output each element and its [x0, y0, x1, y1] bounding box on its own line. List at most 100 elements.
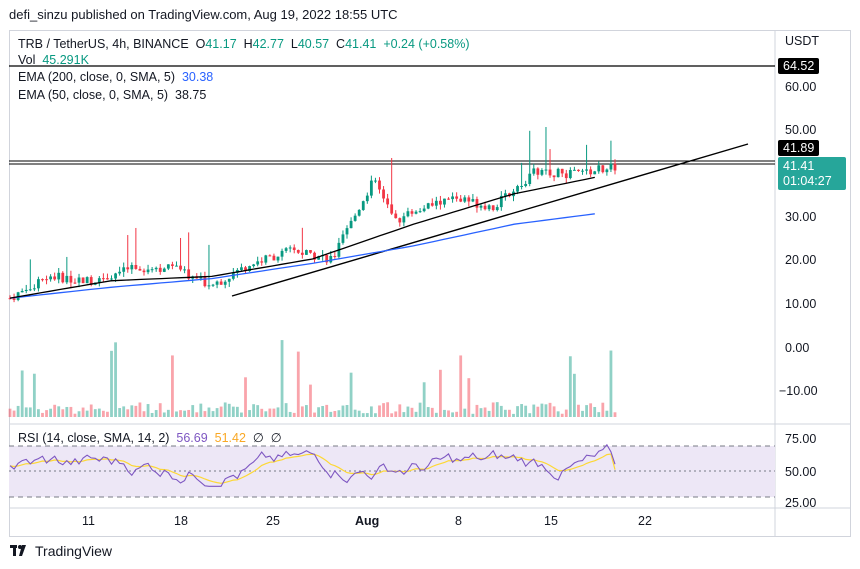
- volume-bar: [93, 409, 97, 417]
- volume-bar: [195, 412, 199, 417]
- candle-body: [524, 183, 528, 186]
- rsi-legend[interactable]: RSI (14, close, SMA, 14, 2) 56.69 51.42 …: [18, 431, 282, 445]
- candle-body: [49, 276, 53, 280]
- volume-bar: [175, 411, 178, 417]
- volume-bar: [536, 406, 540, 417]
- candle-body: [333, 255, 337, 257]
- volume-bar: [605, 410, 609, 417]
- price-tick: 60.00: [785, 80, 816, 94]
- candle-body: [491, 205, 495, 211]
- volume-bar: [256, 405, 260, 417]
- volume-bar: [280, 340, 284, 417]
- ascending-trendline[interactable]: [231, 143, 749, 297]
- volume-bar: [24, 407, 28, 417]
- candle-body: [528, 173, 532, 184]
- volume-bar: [317, 407, 320, 417]
- volume-bar: [53, 404, 57, 417]
- candle-body: [296, 250, 300, 253]
- volume-bar: [585, 405, 588, 417]
- volume-bar: [532, 404, 536, 417]
- volume-value: 45.291K: [42, 53, 89, 67]
- price-tick: 30.00: [785, 210, 816, 224]
- volume-bar: [341, 405, 345, 417]
- ema200-legend[interactable]: EMA (200, close, 0, SMA, 5) 30.38: [18, 70, 214, 84]
- volume-bar: [483, 407, 487, 417]
- candle-body: [305, 250, 308, 255]
- candle-body: [556, 168, 560, 178]
- candle-body: [219, 281, 223, 285]
- candle-body: [37, 279, 40, 289]
- volume-bar: [215, 408, 219, 417]
- volume-bar: [378, 405, 381, 417]
- volume-bar: [284, 403, 288, 417]
- ema50-legend[interactable]: EMA (50, close, 0, SMA, 5) 38.75: [18, 88, 207, 102]
- candle-body: [187, 269, 191, 279]
- candle-body: [483, 205, 487, 210]
- candle-body: [215, 281, 219, 285]
- volume-bar: [455, 411, 459, 417]
- volume-bar: [589, 403, 593, 417]
- volume-bar: [544, 404, 548, 417]
- volume-bar: [333, 411, 337, 417]
- volume-bar: [85, 410, 89, 417]
- candle-body: [329, 255, 333, 263]
- tradingview-logo[interactable]: TradingView: [10, 543, 112, 559]
- volume-bar: [374, 413, 377, 417]
- volume-bar: [414, 411, 418, 417]
- candle-body: [264, 255, 268, 263]
- price-tick: 10.00: [785, 297, 816, 311]
- candle-body: [589, 169, 593, 175]
- candle-body: [166, 264, 170, 269]
- candle-body: [288, 247, 292, 249]
- candle-body: [85, 277, 89, 284]
- candle-body: [410, 211, 414, 214]
- candle-body: [353, 215, 357, 221]
- candle-body: [374, 180, 377, 182]
- candle-body: [211, 284, 215, 286]
- candle-body: [593, 171, 597, 175]
- candle-body: [292, 247, 296, 251]
- volume-bar: [552, 406, 556, 417]
- volume-bar: [495, 402, 499, 417]
- volume-bar: [524, 405, 528, 417]
- candle-body: [41, 279, 44, 281]
- close-value: 41.41: [345, 37, 377, 51]
- volume-bar: [365, 413, 369, 417]
- candle-body: [439, 200, 442, 205]
- candle-body: [402, 216, 406, 223]
- volume-bar: [402, 412, 406, 417]
- candle-body: [447, 198, 450, 200]
- candle-body: [53, 276, 57, 280]
- candle-body: [325, 254, 329, 263]
- volume-bar: [597, 412, 601, 417]
- time-tick: 25: [266, 514, 280, 528]
- volume-bar: [422, 382, 426, 417]
- candle-body: [605, 169, 609, 173]
- volume-bar: [73, 413, 77, 417]
- candle-body: [459, 198, 463, 202]
- volume-bar: [418, 402, 422, 417]
- volume-bar: [361, 413, 365, 417]
- volume-bar: [146, 404, 150, 417]
- candle-body: [443, 198, 446, 205]
- volume-bar: [89, 404, 93, 417]
- chart-frame: [9, 30, 851, 537]
- volume-legend[interactable]: Vol 45.291K: [18, 53, 89, 67]
- candle-body: [142, 270, 146, 273]
- volume-bar: [313, 412, 316, 417]
- rsi-value: 56.69: [176, 431, 208, 445]
- volume-bar: [171, 355, 174, 417]
- candle-body: [422, 208, 426, 212]
- rsi-ma-value: 51.42: [214, 431, 246, 445]
- candle-body: [532, 168, 536, 174]
- volume-bar: [463, 408, 467, 417]
- volume-bar: [12, 410, 16, 417]
- volume-bar: [81, 407, 85, 417]
- volume-bar: [126, 409, 130, 417]
- candle-body: [560, 168, 564, 174]
- candle-body: [118, 271, 122, 274]
- symbol-legend[interactable]: TRB / TetherUS, 4h, BINANCE O41.17 H42.7…: [18, 37, 470, 51]
- rsi-line: [9, 443, 616, 487]
- volume-bar: [276, 407, 280, 417]
